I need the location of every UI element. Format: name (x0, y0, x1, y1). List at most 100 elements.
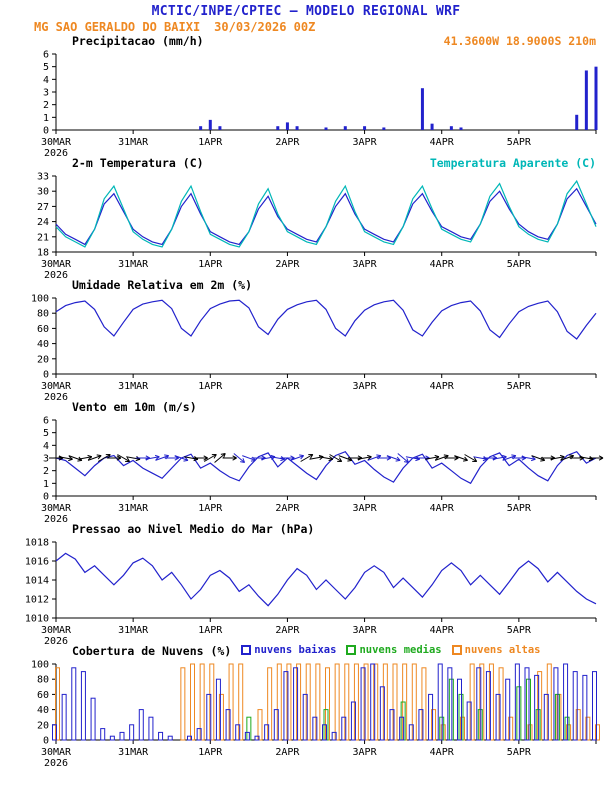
svg-text:31MAR: 31MAR (118, 381, 149, 392)
report-header: MCTIC/INPE/CPTEC — MODELO REGIONAL WRF M… (0, 0, 612, 34)
svg-text:31MAR: 31MAR (118, 259, 149, 270)
high-clouds-swatch-icon (451, 645, 462, 655)
svg-text:80: 80 (37, 309, 49, 320)
svg-text:4APR: 4APR (430, 381, 455, 392)
svg-text:40: 40 (37, 705, 49, 716)
svg-text:1016: 1016 (25, 557, 49, 568)
svg-text:5: 5 (43, 428, 49, 439)
svg-text:2APR: 2APR (275, 747, 300, 758)
svg-text:30MAR: 30MAR (41, 259, 72, 270)
svg-text:2026: 2026 (44, 148, 68, 156)
svg-text:1018: 1018 (25, 538, 49, 549)
svg-text:1012: 1012 (25, 595, 49, 606)
svg-text:2026: 2026 (44, 514, 68, 522)
svg-text:4APR: 4APR (430, 747, 455, 758)
svg-text:1APR: 1APR (198, 503, 223, 514)
svg-text:21: 21 (37, 232, 49, 243)
svg-text:2026: 2026 (44, 392, 68, 400)
svg-text:4APR: 4APR (430, 259, 455, 270)
svg-text:1APR: 1APR (198, 625, 223, 636)
coords-label: 41.3600W 18.9000S 210m (443, 34, 596, 48)
page-title: MCTIC/INPE/CPTEC — MODELO REGIONAL WRF (151, 4, 461, 19)
svg-text:5APR: 5APR (507, 503, 532, 514)
svg-text:1: 1 (43, 113, 49, 124)
svg-text:18: 18 (37, 248, 49, 259)
svg-text:1010: 1010 (25, 614, 49, 625)
wind-panel-title: Vento em 10m (m/s) (72, 400, 197, 414)
pressure-panel-title: Pressao ao Nivel Medio do Mar (hPa) (72, 522, 315, 536)
panel-humidity: Umidade Relativa em 2m (%) 0 20 40 60 80 100 3… (0, 278, 612, 400)
svg-text:1APR: 1APR (198, 259, 223, 270)
svg-text:30MAR: 30MAR (41, 137, 72, 148)
svg-text:0: 0 (43, 492, 49, 503)
humidity-panel-title: Umidade Relativa em 2m (%) (72, 278, 253, 292)
svg-text:30MAR: 30MAR (41, 747, 72, 758)
svg-text:40: 40 (37, 339, 49, 350)
precip-panel-title: Precipitacao (mm/h) (72, 34, 204, 48)
svg-text:1APR: 1APR (198, 747, 223, 758)
mid-clouds-label: nuvens medias (359, 644, 442, 656)
svg-text:3APR: 3APR (353, 259, 378, 270)
svg-text:24: 24 (37, 217, 49, 228)
svg-text:5APR: 5APR (507, 259, 532, 270)
svg-text:31MAR: 31MAR (118, 747, 149, 758)
svg-text:5APR: 5APR (507, 137, 532, 148)
svg-text:3: 3 (43, 454, 49, 465)
svg-text:4APR: 4APR (430, 503, 455, 514)
svg-text:5: 5 (43, 62, 49, 73)
svg-text:30MAR: 30MAR (41, 381, 72, 392)
svg-text:1: 1 (43, 479, 49, 490)
low-clouds-label: nuvens baixas (254, 644, 337, 656)
legend-item-high-clouds: nuvens altas (451, 644, 540, 656)
svg-text:4APR: 4APR (430, 625, 455, 636)
svg-text:2: 2 (43, 100, 49, 111)
legend-item-low-clouds: nuvens baixas (241, 644, 336, 656)
svg-text:60: 60 (37, 324, 49, 335)
svg-text:2APR: 2APR (275, 625, 300, 636)
station-label: MG SAO GERALDO DO BAIXI (34, 20, 201, 34)
svg-text:6: 6 (43, 416, 49, 427)
legend-item-mid-clouds: nuvens medias (346, 644, 442, 656)
svg-text:30: 30 (37, 187, 49, 198)
svg-text:2APR: 2APR (275, 259, 300, 270)
svg-text:33: 33 (37, 172, 49, 183)
svg-text:5APR: 5APR (507, 747, 532, 758)
svg-text:3APR: 3APR (353, 625, 378, 636)
svg-text:60: 60 (37, 690, 49, 701)
panel-pressure: Pressao ao Nivel Medio do Mar (hPa) 1010… (0, 522, 612, 644)
svg-text:100: 100 (31, 294, 49, 305)
svg-text:2APR: 2APR (275, 137, 300, 148)
panel-cloud-cover: Cobertura de Nuvens (%) nuvens baixas nuve… (0, 644, 612, 766)
svg-text:30MAR: 30MAR (41, 625, 72, 636)
cloud-legend: nuvens baixas nuvens medias nuvens altas (241, 644, 540, 656)
svg-text:2026: 2026 (44, 636, 68, 644)
panel-temperature: 2-m Temperatura (C) Temperatura Aparente… (0, 156, 612, 278)
svg-text:80: 80 (37, 675, 49, 686)
panel-wind: Vento em 10m (m/s) 0 1 2 3 4 5 6 30MAR 2026 31MAR… (0, 400, 612, 522)
apparent-temperature-label: Temperatura Aparente (C) (429, 156, 596, 170)
temperature-panel-title: 2-m Temperatura (C) (72, 156, 204, 170)
svg-text:100: 100 (31, 660, 49, 671)
svg-text:3APR: 3APR (353, 503, 378, 514)
svg-text:31MAR: 31MAR (118, 625, 149, 636)
svg-text:5APR: 5APR (507, 381, 532, 392)
svg-text:1APR: 1APR (198, 381, 223, 392)
svg-text:2: 2 (43, 466, 49, 477)
svg-text:2APR: 2APR (275, 503, 300, 514)
svg-text:2APR: 2APR (275, 381, 300, 392)
svg-text:0: 0 (43, 370, 49, 381)
svg-text:20: 20 (37, 354, 49, 365)
mid-clouds-swatch-icon (346, 645, 357, 655)
svg-text:2026: 2026 (44, 758, 68, 766)
svg-text:3: 3 (43, 88, 49, 99)
svg-text:20: 20 (37, 720, 49, 731)
svg-text:3APR: 3APR (353, 747, 378, 758)
svg-text:1014: 1014 (25, 576, 49, 587)
svg-text:31MAR: 31MAR (118, 503, 149, 514)
svg-text:3APR: 3APR (353, 381, 378, 392)
